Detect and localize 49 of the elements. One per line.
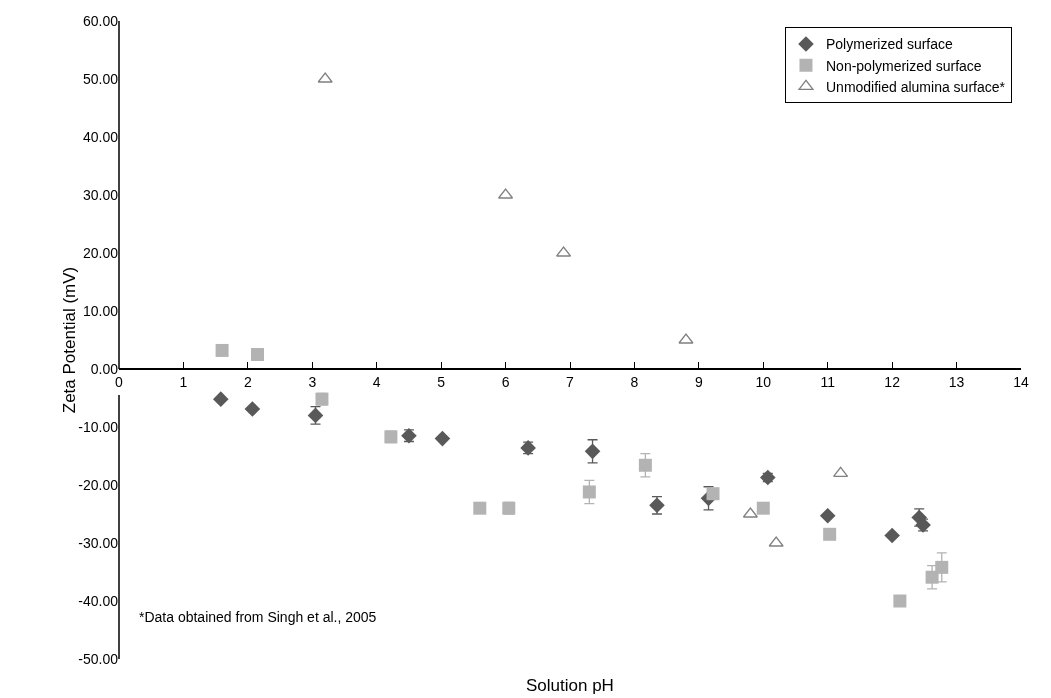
y-tick-label: -30.00 [78,534,119,551]
y-tick-label: -40.00 [78,592,119,609]
legend-label: Non-polymerized surface [825,57,982,74]
point [584,443,601,460]
point [884,527,900,544]
point [819,507,836,524]
x-tick-label: 10 [755,373,772,390]
point [434,430,451,447]
y-tick-label: -20.00 [78,476,119,493]
x-tick-label: 9 [694,373,703,390]
point [251,348,265,361]
annotation: *Data obtained from Singh et al., 2005 [139,609,377,625]
x-tick-label: 5 [437,373,446,390]
x-tick-label: 14 [1013,373,1029,390]
x-tick-label: 8 [630,373,639,390]
x-tick-label: 4 [372,373,381,390]
point [473,501,487,515]
y-tick-label: 10.00 [82,302,119,319]
legend-label: Polymerized surface [825,36,954,53]
point [893,594,907,608]
x-tick-label: 2 [243,373,252,390]
x-tick-label: 11 [820,373,836,390]
y-tick-label: 60.00 [82,12,119,29]
y-tick-label: 50.00 [82,70,119,87]
y-tick-label: 20.00 [82,244,119,261]
point [925,570,939,584]
x-tick-label: 13 [948,373,965,390]
x-tick-label: 7 [566,373,575,390]
y-tick-label: 40.00 [82,128,119,145]
point [215,343,229,357]
point [706,487,720,501]
legend-label: Unmodified alumina surface* [825,78,1006,95]
point [638,458,652,472]
point [213,391,229,407]
point [582,485,596,499]
point [244,401,261,417]
y-tick-label: -10.00 [78,418,119,435]
x-tick-label: 6 [501,373,510,390]
point [935,560,949,574]
y-tick-label: 30.00 [82,186,119,203]
y-tick-label: -50.00 [78,650,119,667]
x-tick-label: 1 [179,373,188,390]
point [756,501,770,515]
x-tick-label: 12 [884,373,901,390]
y-axis-title: Zeta Potential (mV) [60,266,79,414]
point [823,527,837,541]
x-tick-label: 3 [308,373,317,390]
point [833,466,849,478]
x-axis-title: Solution pH [526,676,614,695]
